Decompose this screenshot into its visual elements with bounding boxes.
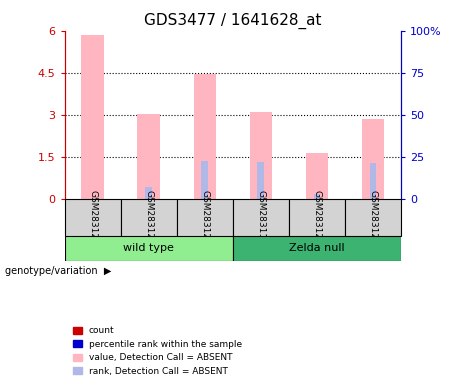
- Bar: [289, 199, 345, 236]
- Bar: [82, 35, 104, 199]
- Text: GSM283120: GSM283120: [313, 190, 321, 245]
- Text: GSM283119: GSM283119: [256, 190, 266, 245]
- Bar: [137, 114, 160, 199]
- Bar: [177, 199, 233, 236]
- Title: GDS3477 / 1641628_at: GDS3477 / 1641628_at: [144, 13, 322, 29]
- Bar: [370, 163, 376, 199]
- Text: GSM283124: GSM283124: [200, 190, 209, 245]
- Text: GSM283123: GSM283123: [144, 190, 153, 245]
- Bar: [233, 236, 401, 261]
- Text: GSM283122: GSM283122: [88, 190, 97, 245]
- Text: GSM283121: GSM283121: [368, 190, 378, 245]
- Bar: [121, 199, 177, 236]
- Bar: [258, 162, 264, 199]
- Bar: [306, 153, 328, 199]
- Bar: [345, 199, 401, 236]
- Text: genotype/variation  ▶: genotype/variation ▶: [5, 266, 111, 276]
- Bar: [313, 194, 320, 199]
- Bar: [65, 236, 233, 261]
- Bar: [145, 187, 152, 199]
- Bar: [250, 112, 272, 199]
- Text: Zelda null: Zelda null: [289, 243, 345, 253]
- Bar: [362, 119, 384, 199]
- Bar: [201, 161, 208, 199]
- Text: wild type: wild type: [123, 243, 174, 253]
- Legend: count, percentile rank within the sample, value, Detection Call = ABSENT, rank, : count, percentile rank within the sample…: [69, 323, 246, 379]
- Bar: [233, 199, 289, 236]
- Bar: [65, 199, 121, 236]
- Bar: [194, 74, 216, 199]
